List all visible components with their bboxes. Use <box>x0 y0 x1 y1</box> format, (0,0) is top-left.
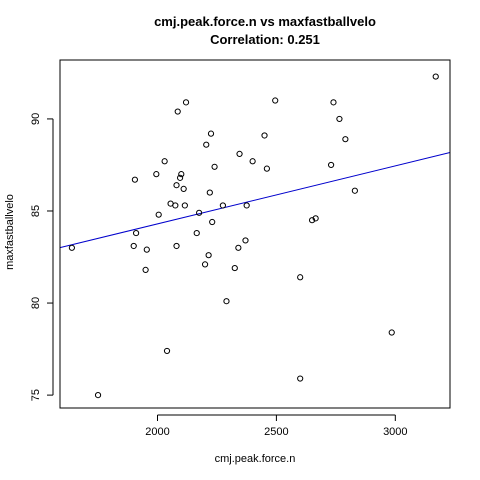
data-point <box>223 298 230 305</box>
data-point <box>176 174 184 181</box>
data-point <box>172 202 179 209</box>
y-tick-label: 75 <box>30 389 42 401</box>
data-point <box>388 329 395 336</box>
data-point <box>180 185 187 192</box>
x-axis-title: cmj.peak.force.n <box>215 453 296 465</box>
x-tick-label: 2000 <box>145 426 169 438</box>
y-tick-label: 80 <box>30 297 42 309</box>
data-point <box>181 202 188 209</box>
axis-layer: 2000 2500 3000 75 80 85 90 <box>30 113 408 438</box>
x-tick-label: 2500 <box>264 426 288 438</box>
data-point <box>207 130 215 137</box>
data-point <box>94 392 102 399</box>
data-point <box>219 202 226 209</box>
y-tick-label: 90 <box>30 113 42 125</box>
points-layer <box>68 73 439 399</box>
data-point <box>336 115 343 123</box>
data-point <box>206 189 213 196</box>
data-point <box>132 229 140 237</box>
x-tick-label: 3000 <box>383 426 407 438</box>
data-point <box>231 264 238 272</box>
y-axis-title: maxfastballvelo <box>4 194 16 270</box>
data-point <box>243 202 250 209</box>
data-point <box>209 218 216 226</box>
data-point <box>236 150 243 158</box>
data-point <box>272 97 279 104</box>
data-point <box>203 141 210 148</box>
data-point <box>330 99 337 106</box>
data-point <box>342 136 349 143</box>
data-point <box>130 242 137 250</box>
data-point <box>142 266 149 274</box>
chart-title: cmj.peak.force.n vs maxfastballvelo <box>154 14 376 29</box>
data-point <box>196 209 203 216</box>
data-point <box>173 182 180 189</box>
data-point <box>182 99 190 106</box>
plot-frame <box>59 59 451 409</box>
data-point <box>312 215 319 222</box>
data-point <box>351 187 358 194</box>
data-point <box>155 211 162 218</box>
data-point <box>211 163 218 170</box>
data-point <box>432 73 439 80</box>
data-point <box>263 165 270 172</box>
data-point <box>249 158 256 165</box>
data-point <box>261 132 268 139</box>
data-point <box>173 242 180 250</box>
data-point <box>297 375 304 382</box>
data-point <box>174 108 181 115</box>
y-tick-label: 85 <box>30 205 42 217</box>
data-point <box>308 217 316 224</box>
trend-layer <box>59 152 451 249</box>
data-point <box>161 158 168 165</box>
trend-line <box>59 152 451 249</box>
data-point <box>153 171 160 178</box>
data-point <box>178 171 185 178</box>
data-point <box>193 229 200 237</box>
data-point <box>131 176 139 183</box>
data-point <box>68 244 75 251</box>
data-point <box>242 237 249 244</box>
data-point <box>143 246 150 253</box>
data-point <box>235 244 242 251</box>
data-point <box>163 347 171 355</box>
data-point <box>205 252 212 259</box>
data-point <box>327 161 335 169</box>
data-point <box>201 261 209 268</box>
data-point <box>297 274 304 281</box>
chart-subtitle: Correlation: 0.251 <box>210 32 320 47</box>
